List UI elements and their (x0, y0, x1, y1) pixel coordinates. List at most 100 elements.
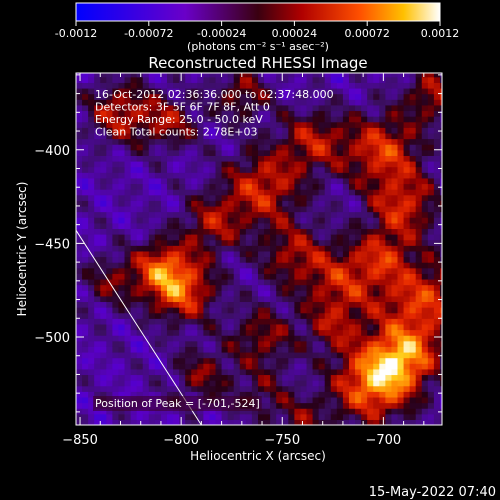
heatmap-cell (251, 110, 259, 117)
heatmap-cell (227, 121, 235, 128)
heatmap-cell (209, 99, 217, 106)
heatmap-cell (433, 340, 441, 347)
heatmap-cell (373, 110, 380, 117)
heatmap-cell (276, 396, 283, 404)
heatmap-cell (203, 267, 211, 274)
heatmap-cell (409, 284, 417, 291)
heatmap-cell (166, 385, 174, 392)
heatmap-cell (94, 273, 101, 280)
heatmap-cell (191, 273, 198, 280)
heatmap-cell (179, 200, 186, 207)
heatmap-cell (142, 278, 150, 286)
heatmap-cell (361, 189, 368, 196)
heatmap-cell (324, 318, 332, 325)
heatmap-cell (88, 307, 95, 314)
heatmap-cell (367, 189, 374, 196)
heatmap-cell (239, 161, 247, 168)
heatmap-cell (197, 76, 204, 83)
heatmap-cell (355, 149, 362, 156)
heatmap-cell (191, 245, 198, 252)
heatmap-cell (76, 391, 83, 398)
heatmap-cell (409, 99, 417, 106)
heatmap-cell (355, 239, 362, 246)
heatmap-cell (276, 177, 283, 185)
heatmap-cell (233, 211, 241, 218)
heatmap-cell (88, 104, 95, 112)
heatmap-cell (361, 335, 368, 342)
heatmap-cell (355, 73, 362, 78)
footer-timestamp: 15-May-2022 07:40 (369, 485, 496, 500)
heatmap-cell (154, 273, 162, 280)
heatmap-cell (385, 104, 393, 112)
heatmap-cell (439, 177, 442, 185)
heatmap-cell (397, 368, 405, 376)
heatmap-cell (136, 385, 144, 392)
heatmap-cell (300, 329, 308, 336)
heatmap-cell (76, 273, 83, 280)
heatmap-cell (179, 262, 186, 269)
heatmap-cell (348, 284, 356, 291)
heatmap-cell (136, 335, 144, 342)
heatmap-cell (439, 166, 442, 173)
heatmap-cell (82, 183, 89, 190)
heatmap-cell (82, 234, 89, 241)
heatmap-cell (439, 380, 442, 387)
heatmap-cell (142, 155, 150, 162)
heatmap-cell (312, 278, 320, 286)
heatmap-cell (209, 391, 217, 398)
heatmap-cell (106, 363, 113, 370)
heatmap-cell (94, 301, 101, 308)
heatmap-cell (264, 413, 271, 420)
heatmap-cell (379, 250, 386, 258)
heatmap-cell (306, 99, 314, 106)
heatmap-cell (136, 82, 144, 89)
heatmap-cell (342, 228, 350, 235)
heatmap-cell (239, 329, 247, 336)
heatmap-cell (209, 374, 217, 381)
heatmap-cell (142, 93, 150, 100)
heatmap-cell (100, 234, 107, 241)
heatmap-cell (76, 93, 83, 100)
heatmap-cell (106, 194, 113, 201)
heatmap-cell (215, 391, 223, 398)
heatmap-cell (270, 161, 277, 168)
heatmap-cell (385, 396, 393, 404)
heatmap-cell (330, 256, 338, 263)
heatmap-cell (348, 166, 356, 173)
heatmap-cell (118, 155, 126, 162)
heatmap-cell (227, 172, 235, 179)
heatmap-cell (367, 166, 374, 173)
heatmap-cell (312, 121, 320, 128)
heatmap-cell (142, 116, 150, 123)
heatmap-cell (367, 357, 374, 364)
heatmap-cell (276, 340, 283, 347)
heatmap-cell (233, 82, 241, 89)
heatmap-cell (251, 138, 259, 145)
heatmap-cell (94, 295, 101, 303)
heatmap-cell (367, 273, 374, 280)
heatmap-cell (361, 245, 368, 252)
heatmap-cell (409, 155, 417, 162)
heatmap-cell (257, 385, 265, 392)
heatmap-cell (100, 138, 107, 145)
heatmap-cell (409, 132, 417, 140)
heatmap-cell (148, 110, 156, 117)
heatmap-cell (82, 278, 89, 286)
heatmap-cell (409, 385, 417, 392)
heatmap-cell (124, 87, 132, 95)
heatmap-cell (403, 351, 411, 359)
heatmap-cell (130, 408, 138, 415)
heatmap-cell (312, 380, 320, 387)
heatmap-cell (191, 318, 198, 325)
colorbar-tick-label: 0.00072 (344, 27, 390, 40)
heatmap-cell (148, 256, 156, 263)
heatmap-cell (148, 368, 156, 376)
heatmap-cell (421, 256, 429, 263)
heatmap-cell (348, 116, 356, 123)
heatmap-cell (221, 323, 229, 331)
heatmap-cell (324, 413, 332, 420)
heatmap-cell (185, 132, 192, 140)
heatmap-cell (264, 363, 271, 370)
heatmap-cell (409, 205, 417, 213)
heatmap-cell (427, 312, 435, 319)
